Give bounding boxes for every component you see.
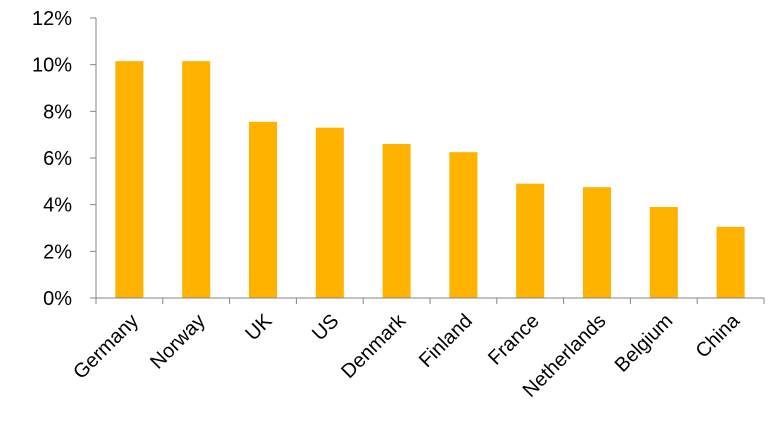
x-tick-label: Denmark xyxy=(337,309,411,383)
x-tick-label: Norway xyxy=(146,310,209,373)
bars xyxy=(115,61,745,299)
y-tick-label: 4% xyxy=(43,195,72,217)
bar-netherlands xyxy=(582,187,612,298)
y-tick-label: 10% xyxy=(32,55,72,77)
x-tick-label: US xyxy=(308,310,343,345)
x-tick-label: UK xyxy=(241,310,277,346)
bar-us xyxy=(315,127,344,299)
bar-uk xyxy=(248,121,278,298)
bar-france xyxy=(516,183,545,298)
bar-germany xyxy=(115,61,144,298)
y-tick-label: 0% xyxy=(43,288,72,310)
y-tick-label: 2% xyxy=(43,241,72,263)
x-tick-label: Belgium xyxy=(611,310,678,377)
y-tick-label: 8% xyxy=(43,101,72,123)
y-axis: 0% 2% 4% 6% 8% 10% 12% xyxy=(32,8,97,310)
bar-denmark xyxy=(382,144,411,298)
y-tick-label: 12% xyxy=(32,8,72,30)
bar-norway xyxy=(182,61,211,298)
x-tick-label: Finland xyxy=(415,310,477,372)
bar-china xyxy=(716,226,745,298)
x-tick-label: France xyxy=(484,310,544,370)
bar-finland xyxy=(449,152,478,298)
x-tick-label: China xyxy=(692,309,745,362)
bar-belgium xyxy=(649,207,678,298)
y-tick-label: 6% xyxy=(43,148,72,170)
x-tick-label: Germany xyxy=(69,310,143,384)
